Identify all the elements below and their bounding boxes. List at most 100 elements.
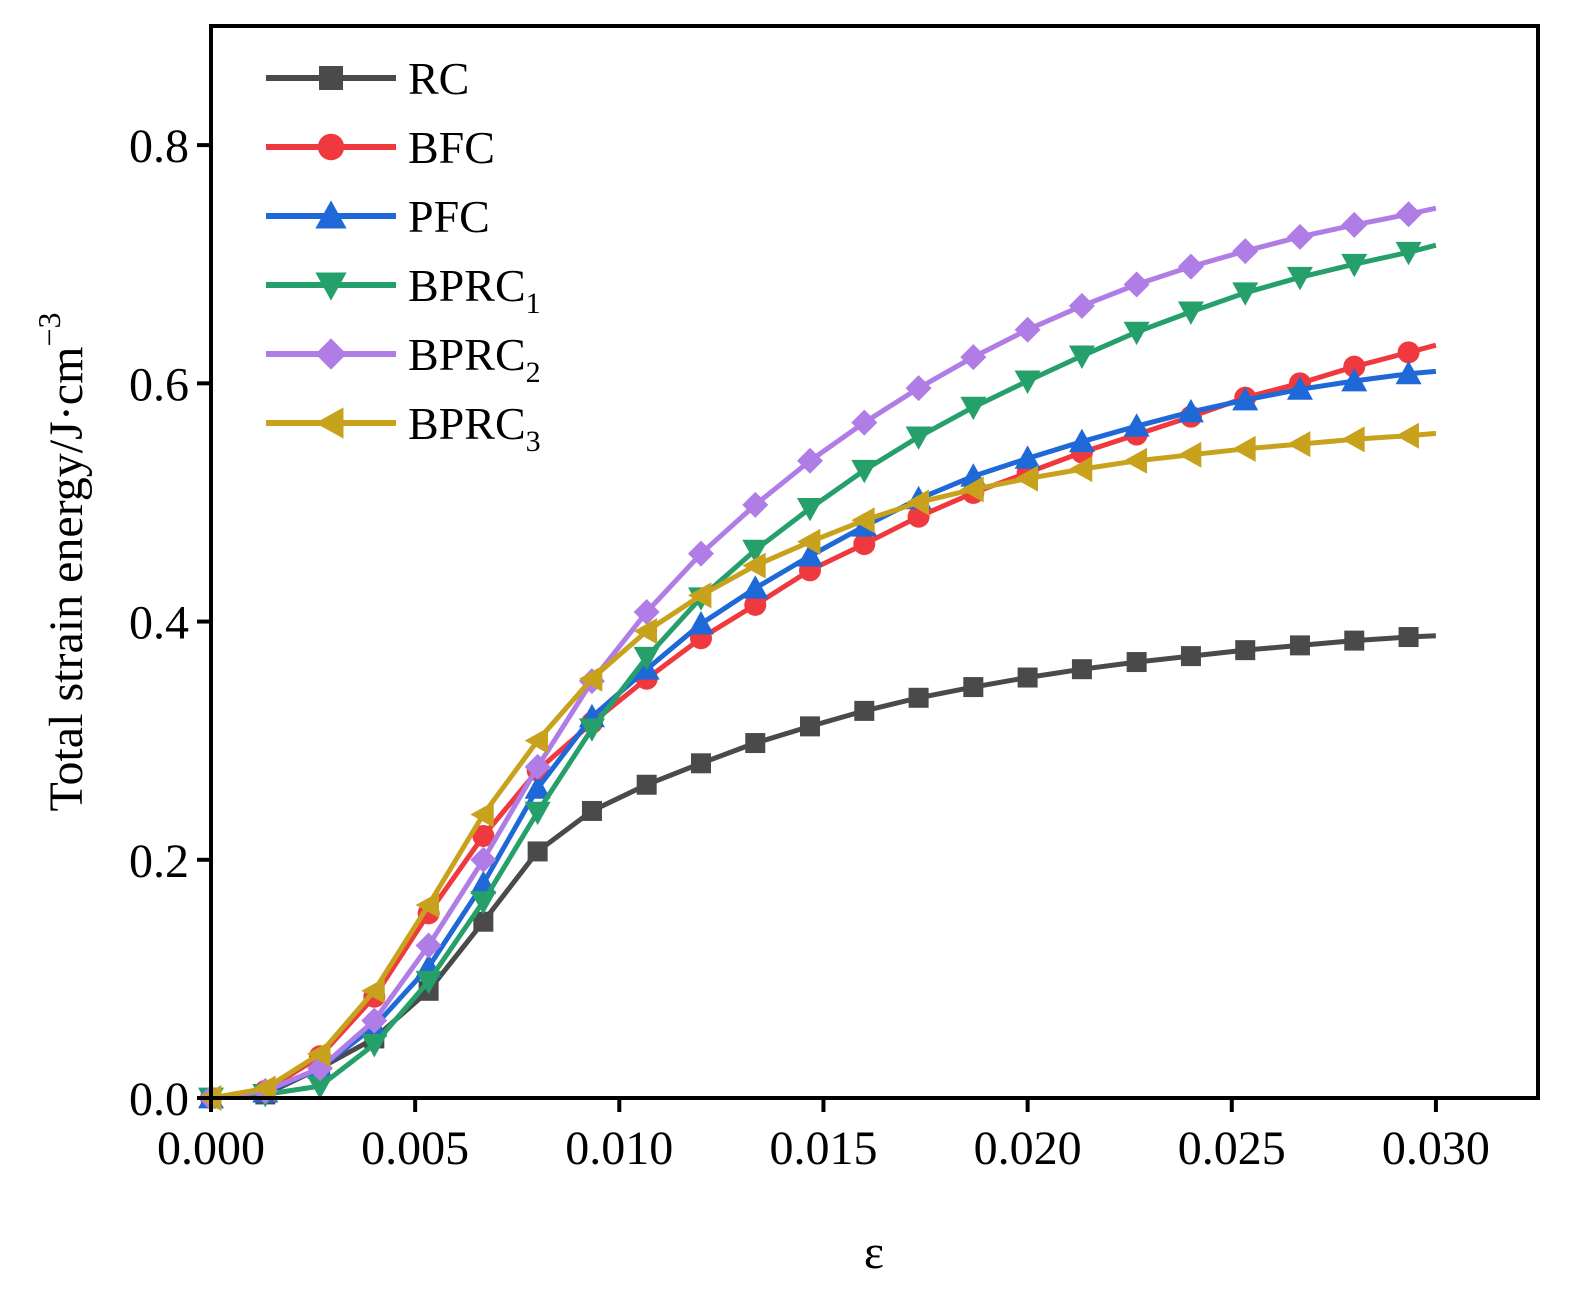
series-rc-point-14: [963, 677, 984, 698]
series-bprc2-point-4: [415, 932, 442, 959]
series-bprc1-point-22: [1395, 241, 1422, 266]
legend-entry-bfc-marker: [317, 133, 345, 161]
y-tick-label-0: 0.0: [129, 1073, 189, 1126]
series-bfc-point-21: [1343, 355, 1366, 378]
series-bprc2-point-22: [1395, 201, 1422, 228]
series-rc-point-5: [473, 911, 494, 932]
legend-entry-bprc1-label-text: BPRC: [408, 260, 526, 311]
series-bprc1-point-15: [1014, 370, 1041, 394]
legend-entry-bprc1-label-sub: 1: [526, 287, 541, 320]
series-bprc3-point-5: [470, 801, 494, 828]
legend-entry-bprc2-label: BPRC2: [408, 329, 541, 389]
legend-entry-pfc-marker: [315, 200, 347, 229]
series-bprc1-point-6: [524, 801, 551, 826]
series-bprc3-point-8: [633, 618, 658, 645]
y-axis-label-sup: −3: [31, 313, 67, 347]
x-tick-label-1: 0.005: [361, 1122, 469, 1175]
series-bprc3-point-20: [1286, 431, 1311, 458]
series-bprc1-point-10: [742, 539, 769, 564]
series-rc-point-18: [1180, 646, 1201, 667]
legend-entry-bprc3-label-sub: 3: [526, 425, 541, 458]
legend-entry-pfc-label: PFC: [408, 191, 490, 242]
series-bprc1-point-8: [633, 646, 660, 671]
series-bprc1-point-17: [1123, 321, 1150, 346]
series-rc-point-11: [799, 716, 820, 737]
series-bprc2-point-3: [361, 1007, 388, 1034]
legend-entry-bprc3-label-text: BPRC: [408, 398, 526, 449]
series-rc-point-21: [1344, 630, 1365, 651]
series-bprc2-point-19: [1232, 238, 1259, 265]
series-rc-point-17: [1126, 652, 1147, 673]
series-pfc-point-11: [796, 543, 823, 567]
y-tick-label-1: 0.2: [129, 835, 189, 888]
series-bprc2-point-21: [1341, 211, 1368, 238]
legend-entry-bprc2-label-text: BPRC: [408, 329, 526, 380]
series-bprc3-point-7: [578, 665, 603, 692]
series-bprc1-point-21: [1341, 253, 1368, 278]
series-bprc3-point-11: [796, 528, 821, 555]
legend-entry-bprc3: BPRC3: [266, 398, 541, 458]
series-bprc1-point-11: [796, 498, 823, 522]
legend-entry-bprc2: BPRC2: [266, 329, 541, 389]
series-bprc3-point-16: [1068, 456, 1093, 483]
series-bfc-point-12: [853, 533, 876, 556]
series-bprc3-point-1: [252, 1075, 276, 1102]
series-bprc1-point-18: [1177, 301, 1204, 325]
series-bprc3-point-17: [1123, 447, 1148, 474]
series-bprc2-point-13: [905, 375, 932, 402]
series-bprc1-point-13: [905, 426, 932, 450]
series-rc-point-19: [1235, 640, 1256, 661]
series-rc-point-7: [581, 800, 602, 821]
series-bprc1: [198, 241, 1437, 1111]
legend-entry-bprc2-marker: [315, 338, 347, 370]
series-bprc2-point-8: [633, 599, 660, 626]
series-rc-point-9: [690, 753, 711, 774]
series-bprc1-point-2: [307, 1075, 334, 1100]
legend-entry-rc-label-text: RC: [408, 53, 469, 104]
series-bprc2-point-12: [851, 409, 878, 436]
series-bprc3-point-10: [742, 552, 766, 579]
series-bprc1-point-19: [1232, 282, 1259, 306]
series-bprc1-point-16: [1068, 345, 1095, 369]
y-axis-label: Total strain energy/J·cm−3: [31, 313, 93, 812]
series-bfc-point-5: [472, 824, 495, 847]
legend-entry-bfc-label-text: BFC: [408, 122, 495, 173]
series-bprc3-point-2: [307, 1040, 331, 1067]
plot-frame: [209, 24, 1540, 1100]
series-bprc1-point-3: [361, 1034, 388, 1058]
y-tick-label-2: 0.4: [129, 597, 189, 650]
legend-entry-pfc-label-text: PFC: [408, 191, 490, 242]
legend-entry-bprc3-label: BPRC3: [408, 398, 541, 458]
legend-entry-rc: RC: [266, 53, 469, 104]
legend-entry-pfc: PFC: [266, 191, 490, 242]
series-pfc-point-19: [1232, 387, 1259, 411]
series-bprc2-point-17: [1123, 271, 1150, 298]
series-bprc3-point-9: [687, 582, 712, 609]
legend-entry-bprc1: BPRC1: [266, 260, 541, 320]
series-pfc-point-22: [1395, 360, 1422, 385]
series-rc-point-15: [1017, 667, 1038, 688]
series-pfc-point-20: [1286, 376, 1313, 400]
legend-entry-bprc1-label: BPRC1: [408, 260, 541, 320]
series-pfc-point-10: [742, 575, 769, 599]
series-bprc1-point-20: [1286, 266, 1313, 291]
series-bfc-point-22: [1397, 341, 1420, 364]
series-bprc3-point-21: [1341, 426, 1365, 453]
series-bprc2-point-5: [470, 846, 497, 873]
series-bprc3-point-12: [851, 507, 875, 534]
series-rc-point-16: [1071, 659, 1092, 680]
series-bprc1-point-12: [851, 459, 878, 484]
series-pfc-point-18: [1177, 398, 1204, 423]
series-bprc1-point-7: [578, 718, 605, 742]
y-tick-label-3: 0.6: [129, 358, 189, 411]
series-pfc-point-16: [1068, 428, 1095, 453]
series-rc-point-13: [908, 687, 929, 708]
x-tick-label-2: 0.010: [565, 1122, 673, 1175]
series-bprc2-point-18: [1177, 253, 1204, 280]
series-bprc2-point-14: [960, 344, 987, 371]
series-bprc3: [198, 422, 1437, 1111]
x-axis-label: ε: [864, 1226, 884, 1279]
series-bprc2-point-11: [796, 447, 823, 474]
series-bprc3-point-18: [1177, 441, 1202, 468]
